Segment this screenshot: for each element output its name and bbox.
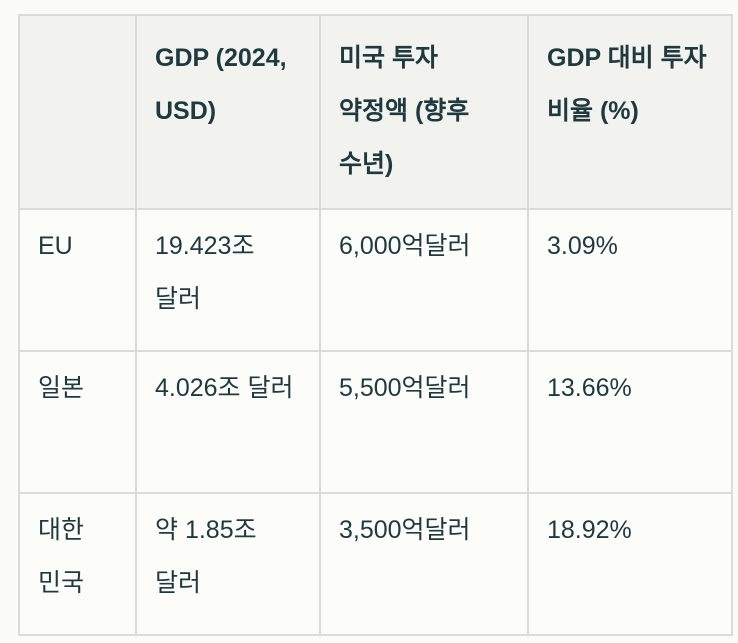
- cell-investment: 6,000억달러: [319, 208, 529, 352]
- cell-ratio: 3.09%: [527, 208, 733, 352]
- cell-gdp: 19.423조 달러: [135, 208, 321, 352]
- header-gdp: GDP (2024, USD): [135, 14, 321, 210]
- cell-gdp: 4.026조 달러: [135, 350, 321, 494]
- cell-country: 대한 민국: [18, 492, 137, 636]
- cell-country: 일본: [18, 350, 137, 494]
- table-row: 일본 4.026조 달러 5,500억달러 13.66%: [18, 350, 733, 494]
- table-container: GDP (2024, USD) 미국 투자 약정액 (향후 수년) GDP 대비…: [18, 14, 733, 636]
- gdp-investment-table: GDP (2024, USD) 미국 투자 약정액 (향후 수년) GDP 대비…: [18, 14, 733, 636]
- header-empty: [18, 14, 137, 210]
- cell-ratio: 13.66%: [527, 350, 733, 494]
- header-investment: 미국 투자 약정액 (향후 수년): [319, 14, 529, 210]
- cell-gdp: 약 1.85조 달러: [135, 492, 321, 636]
- cell-investment: 5,500억달러: [319, 350, 529, 494]
- table-row: EU 19.423조 달러 6,000억달러 3.09%: [18, 208, 733, 352]
- table-row: 대한 민국 약 1.85조 달러 3,500억달러 18.92%: [18, 492, 733, 636]
- header-row: GDP (2024, USD) 미국 투자 약정액 (향후 수년) GDP 대비…: [18, 14, 733, 210]
- header-ratio: GDP 대비 투자 비율 (%): [527, 14, 733, 210]
- cell-ratio: 18.92%: [527, 492, 733, 636]
- cell-country: EU: [18, 208, 137, 352]
- cell-investment: 3,500억달러: [319, 492, 529, 636]
